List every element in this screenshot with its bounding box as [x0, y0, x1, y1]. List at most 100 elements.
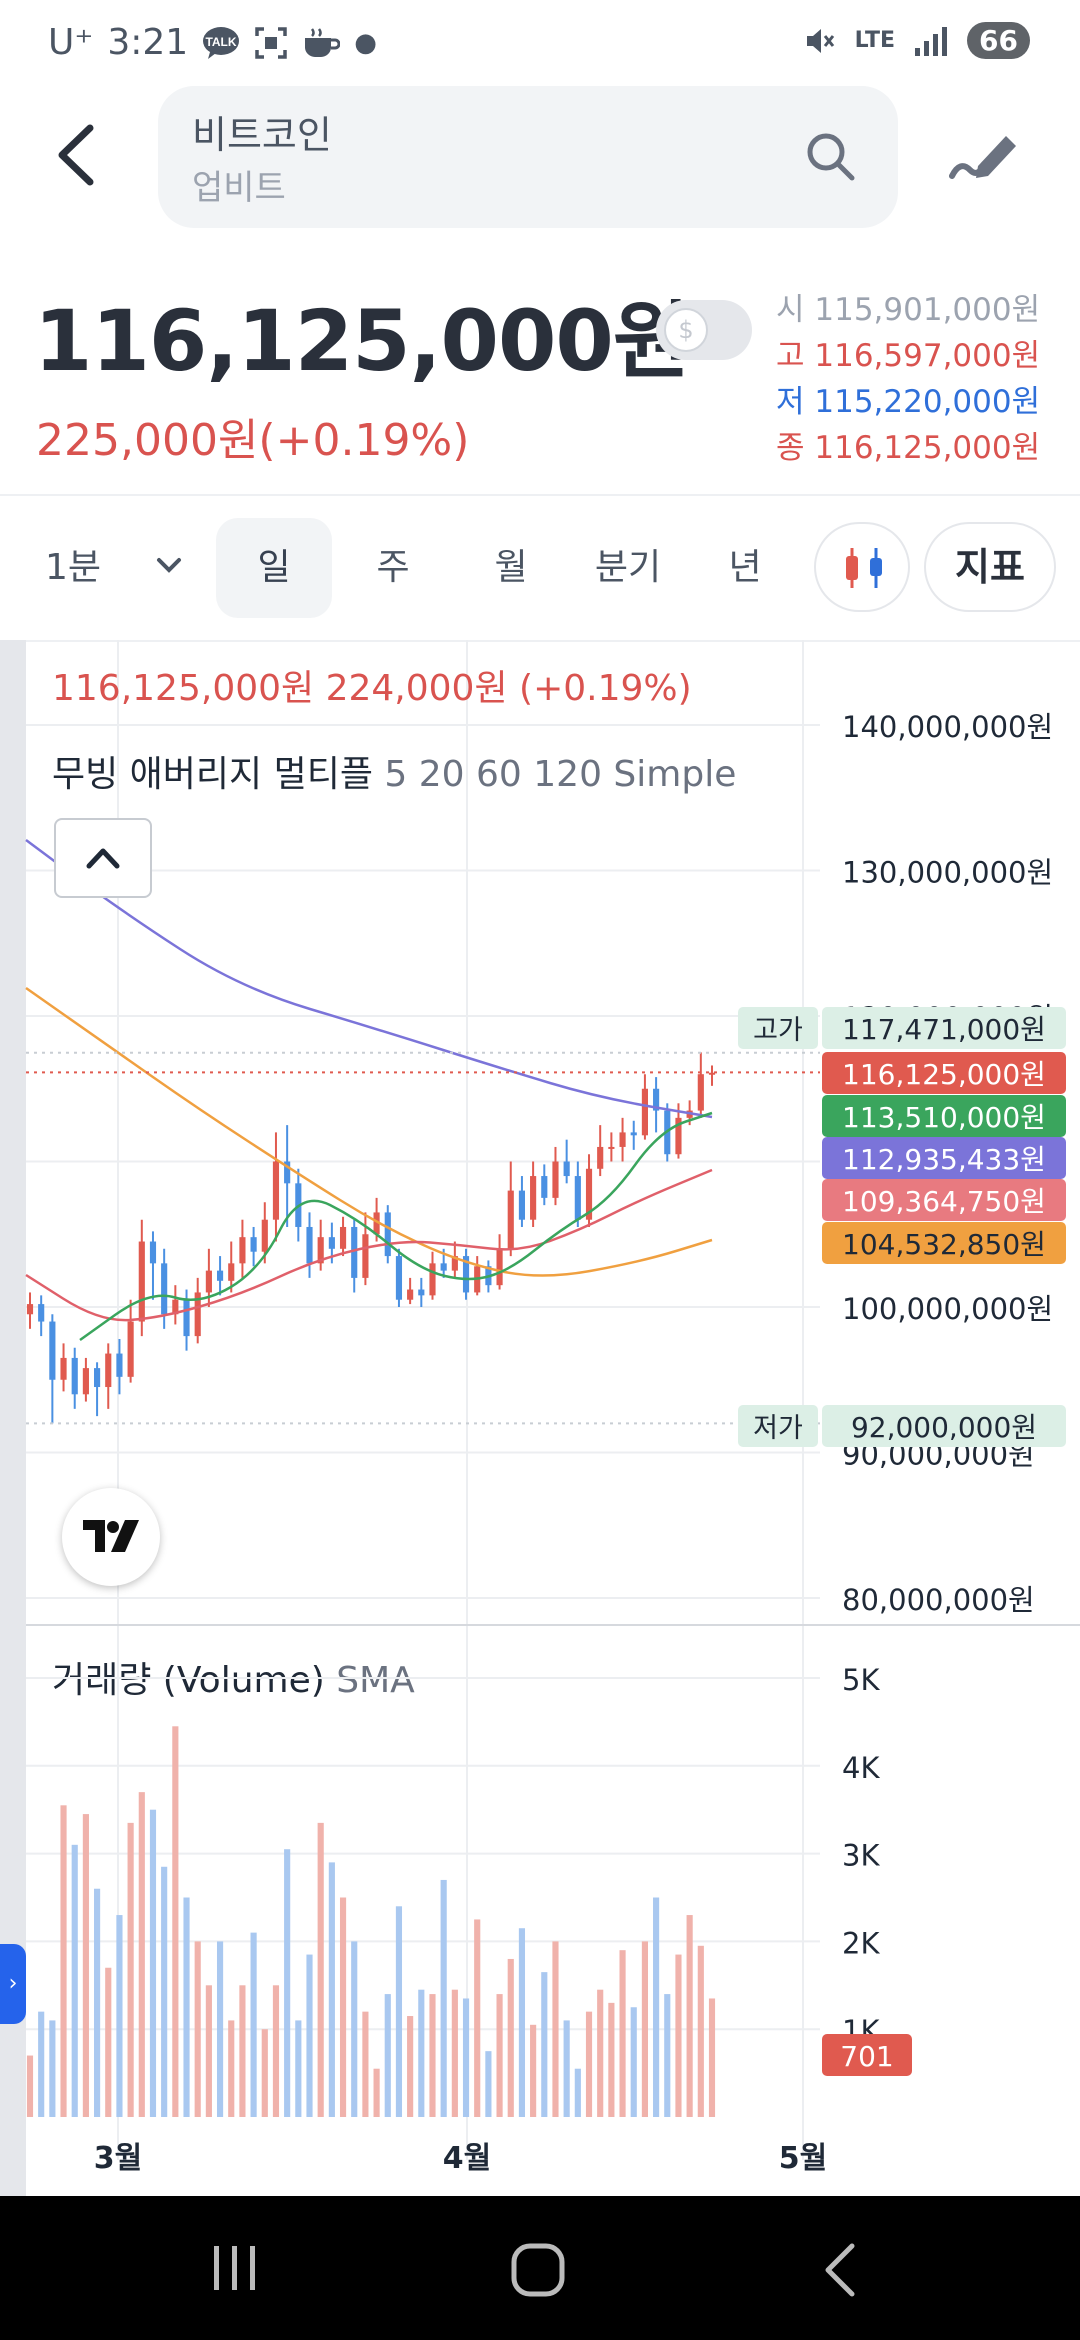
tradingview-logo[interactable]	[62, 1488, 160, 1586]
volume-bar	[295, 2020, 302, 2117]
volume-bar	[597, 1989, 604, 2117]
chevron-up-icon	[86, 848, 120, 869]
ma5-line	[79, 1111, 713, 1342]
coffee-icon	[305, 27, 341, 57]
candle	[138, 1241, 145, 1322]
interval-day[interactable]: 일	[216, 518, 332, 618]
candle	[38, 1304, 45, 1322]
indicator-params: 5 20 60 120 Simple	[384, 754, 736, 795]
candle	[71, 1357, 78, 1395]
volume-bar	[306, 1954, 313, 2117]
divider	[0, 494, 1080, 496]
price-tag	[822, 1405, 1066, 1447]
volume-bar	[105, 1967, 112, 2117]
home-icon[interactable]	[510, 2242, 566, 2298]
candlestick-icon	[846, 548, 882, 588]
volume-bar	[653, 1897, 660, 2117]
candle	[608, 1146, 615, 1149]
volume-bar	[194, 1941, 201, 2117]
ohlc-row: 저 115,220,000원	[776, 384, 1041, 420]
volume-bar	[82, 1814, 89, 2117]
status-right: LTE 66	[803, 22, 1030, 59]
current-price: 116,125,000원	[34, 292, 690, 390]
candle	[116, 1353, 123, 1377]
interval-week[interactable]: 주	[376, 547, 410, 588]
volume-bar	[630, 2007, 637, 2117]
candle	[228, 1263, 235, 1281]
search-icon[interactable]	[802, 128, 858, 184]
side-panel-tab[interactable]: ›	[0, 1944, 26, 2024]
candle	[183, 1299, 190, 1337]
price-tag	[822, 1179, 1066, 1221]
volume-bar	[697, 1945, 704, 2117]
volume-tick-label: 4K	[842, 1751, 880, 1785]
price-tag	[822, 1007, 1066, 1049]
dollar-icon: $	[664, 308, 708, 352]
candle	[518, 1190, 526, 1220]
interval-year[interactable]: 년	[728, 547, 762, 588]
volume-bar	[94, 1888, 101, 2117]
price-tag	[822, 1222, 1066, 1264]
candle	[328, 1237, 335, 1249]
chevron-down-icon[interactable]	[154, 554, 184, 578]
price-tag-label: 저가	[753, 1413, 803, 1444]
candle	[317, 1237, 324, 1264]
volume-bar	[239, 1985, 246, 2117]
volume-tick-label: 3K	[842, 1839, 880, 1873]
volume-bar	[395, 1906, 403, 2117]
y-tick-label: 130,000,000원	[842, 856, 1053, 890]
price-tag-text: 92,000,000원	[851, 1411, 1037, 1444]
candle	[697, 1074, 704, 1111]
candle	[49, 1321, 56, 1380]
price-tag	[822, 1052, 1066, 1094]
candle	[339, 1226, 347, 1249]
candle	[418, 1289, 425, 1296]
volume-bar	[496, 1994, 503, 2117]
candle	[552, 1161, 559, 1198]
candle	[429, 1263, 436, 1296]
interval-month[interactable]: 월	[494, 547, 528, 588]
volume-last-label: 701	[840, 2040, 893, 2073]
volume-bar	[339, 1897, 347, 2117]
volume-bar	[407, 2016, 414, 2117]
volume-bar	[563, 2020, 570, 2117]
price-chart[interactable]: 140,000,000원130,000,000원120,000,000원110,…	[0, 640, 1080, 2196]
volume-last-tag	[822, 2034, 912, 2076]
interval-1min[interactable]: 1분	[44, 547, 102, 588]
volume-bar	[116, 1915, 123, 2117]
back-nav-icon[interactable]	[820, 2242, 860, 2298]
volume-bar	[485, 2051, 492, 2117]
price-tag-text: 112,935,433원	[842, 1143, 1046, 1176]
edit-icon[interactable]	[948, 126, 1020, 186]
candle	[272, 1161, 280, 1220]
search-box[interactable]: 비트코인 업비트	[158, 86, 898, 228]
talk-badge-text: TALK	[206, 35, 237, 49]
volume-bar	[518, 1928, 526, 2117]
candle	[563, 1161, 570, 1177]
y-tick-label: 100,000,000원	[842, 1292, 1053, 1326]
battery-indicator: 66	[967, 22, 1030, 59]
candle	[384, 1212, 391, 1257]
candle	[94, 1368, 101, 1388]
divider	[0, 640, 1080, 642]
volume-bar	[272, 1985, 280, 2117]
recents-icon[interactable]	[210, 2242, 260, 2294]
y-tick-label: 80,000,000원	[842, 1583, 1035, 1617]
volume-bar	[328, 1862, 335, 2117]
interval-quarter[interactable]: 분기	[594, 547, 662, 588]
ohlc-row: 종 116,125,000원	[776, 430, 1041, 466]
candle	[362, 1234, 369, 1278]
navigation-bar	[0, 2196, 1080, 2340]
volume-bar	[429, 1994, 436, 2117]
candle	[351, 1226, 358, 1278]
candle	[306, 1226, 313, 1264]
currency-toggle[interactable]: $	[656, 300, 752, 360]
indicator-button[interactable]: 지표	[924, 522, 1056, 612]
candle	[172, 1299, 179, 1315]
candle	[250, 1237, 257, 1252]
back-button[interactable]	[50, 120, 110, 190]
chart-type-button[interactable]	[814, 522, 910, 612]
status-left: U⁺ 3:21 TALK ●	[48, 22, 377, 63]
candle	[597, 1146, 604, 1169]
collapse-legend-button[interactable]	[54, 818, 152, 898]
